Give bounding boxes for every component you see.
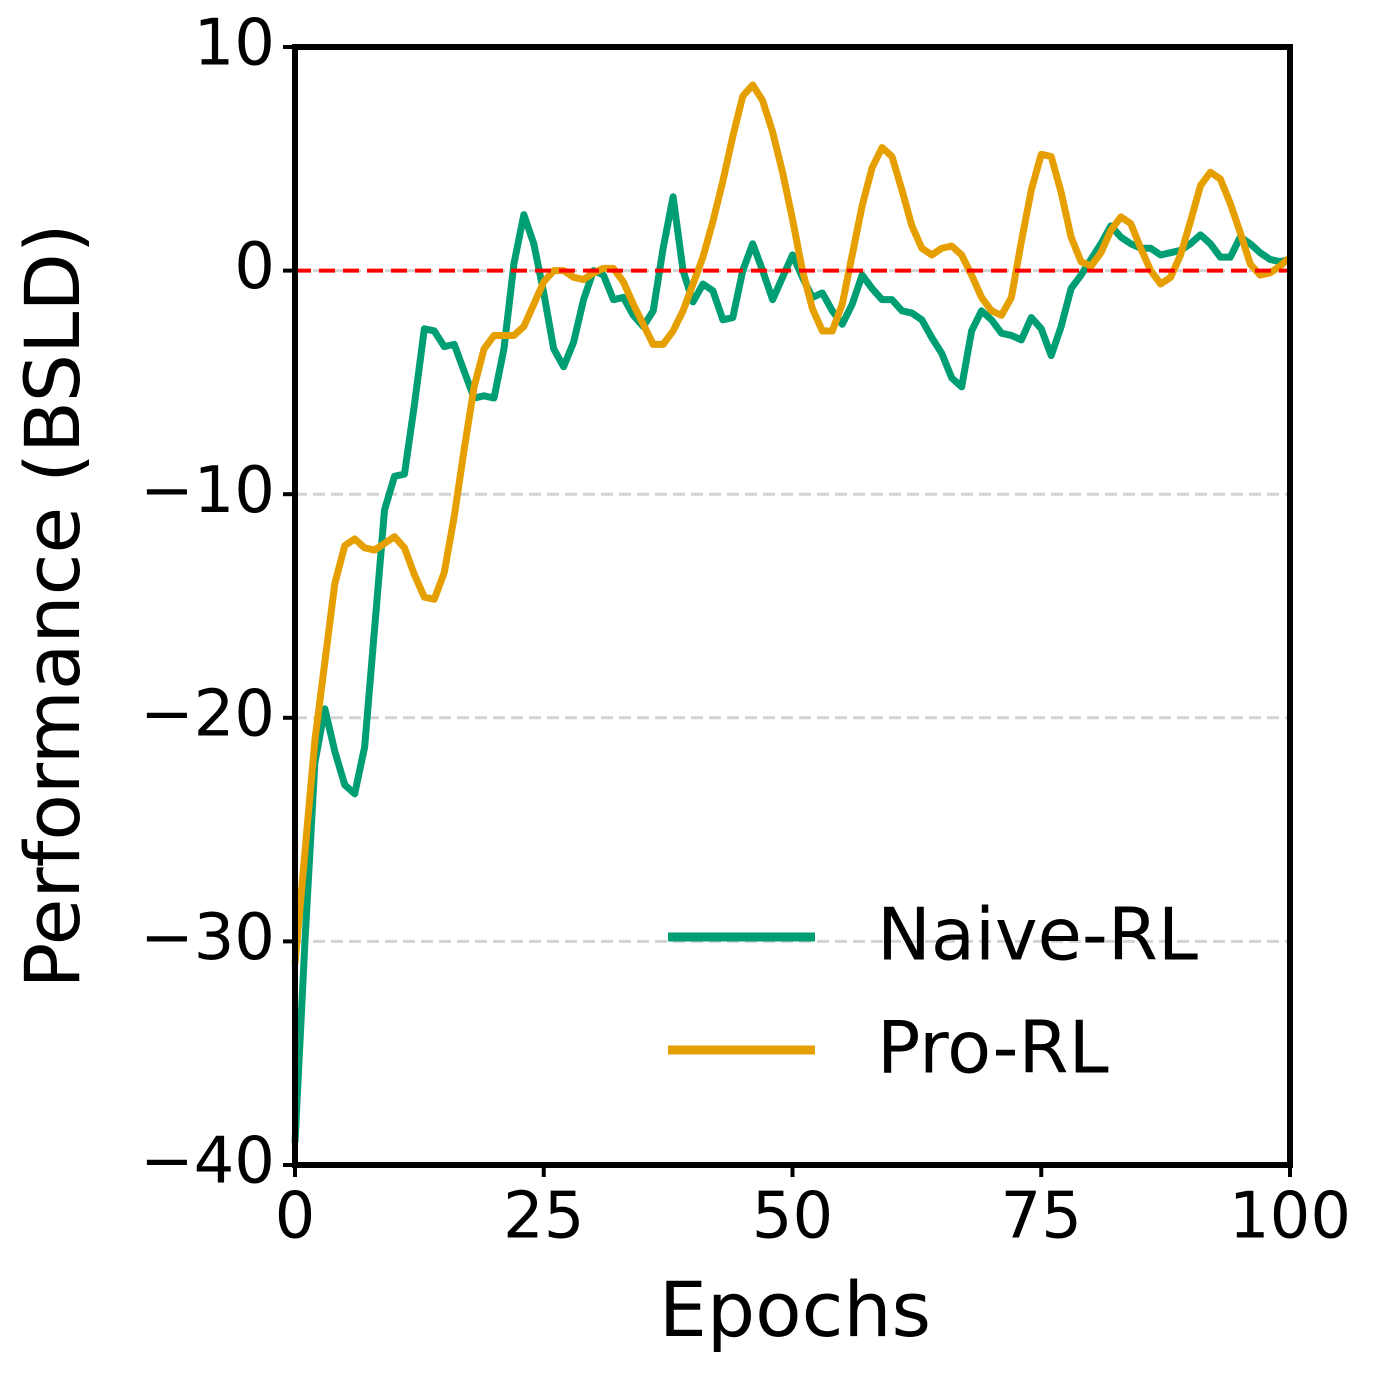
x-tick-label: 25 [503, 1180, 584, 1254]
series-line [291, 81, 1293, 965]
x-tick-label: 75 [1001, 1180, 1082, 1254]
legend-label: Pro-RL [877, 1006, 1109, 1090]
series-line [291, 193, 1291, 1143]
y-tick-label: −40 [140, 1125, 275, 1199]
x-tick-label: 100 [1229, 1180, 1351, 1254]
x-tick-label: 0 [275, 1180, 316, 1254]
plot-frame [292, 44, 1293, 1168]
y-tick-label: 10 [194, 7, 275, 81]
y-tick-label: −20 [140, 677, 275, 751]
x-tick-label: 50 [752, 1180, 833, 1254]
y-axis-label: Performance (BSLD) [8, 224, 97, 989]
y-tick-label: −30 [140, 901, 275, 975]
y-tick-label: 0 [234, 230, 275, 304]
x-axis-label: Epochs [659, 1265, 931, 1354]
y-tick-label: −10 [140, 454, 275, 528]
legend-label: Naive-RL [877, 893, 1198, 977]
